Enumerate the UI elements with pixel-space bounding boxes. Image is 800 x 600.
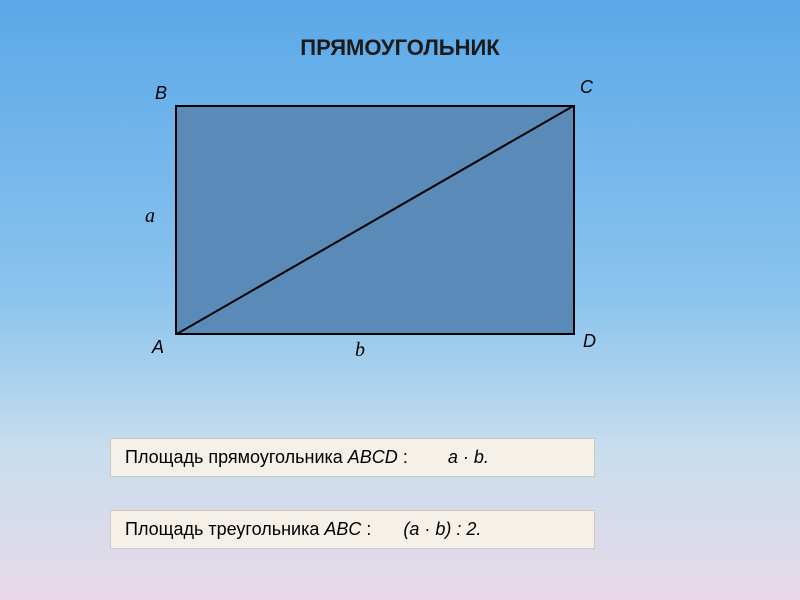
- formula2-expr: (a · b) : 2.: [403, 519, 481, 539]
- diagonal-line: [175, 105, 575, 335]
- formula2-var: ABC: [324, 519, 361, 539]
- formula1-label: Площадь прямоугольника: [125, 447, 348, 467]
- vertex-d-label: D: [583, 331, 596, 352]
- rectangle-area-formula: Площадь прямоугольника ABCD : a · b.: [110, 438, 595, 477]
- formula2-label: Площадь треугольника: [125, 519, 324, 539]
- side-a-label: a: [145, 205, 155, 228]
- formula1-colon: :: [398, 447, 408, 467]
- formula2-colon: :: [361, 519, 371, 539]
- vertex-b-label: B: [155, 83, 167, 104]
- vertex-c-label: C: [580, 77, 593, 98]
- side-b-label: b: [355, 339, 365, 362]
- vertex-a-label: A: [152, 337, 164, 358]
- triangle-area-formula: Площадь треугольника ABC : (a · b) : 2.: [110, 510, 595, 549]
- rectangle-diagram: B C A D a b: [175, 105, 575, 355]
- formula1-expr: a · b.: [448, 447, 489, 467]
- page-title: ПРЯМОУГОЛЬНИК: [0, 0, 800, 61]
- formula1-var: ABCD: [348, 447, 398, 467]
